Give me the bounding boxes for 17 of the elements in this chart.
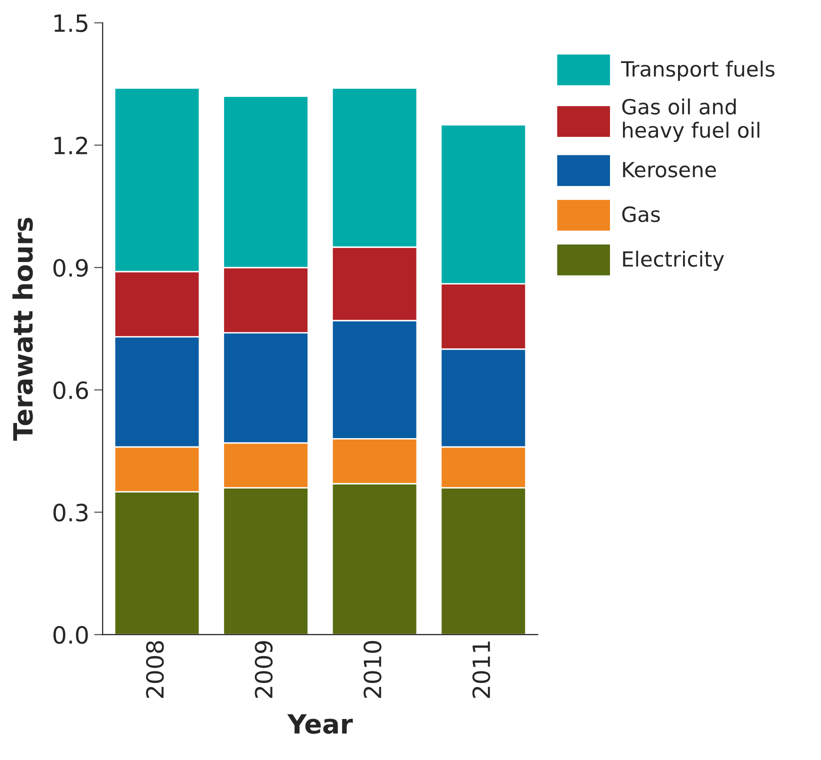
legend-label: Electricity <box>623 250 724 271</box>
legend-label: Gas <box>622 206 660 222</box>
x-axis-title: Year <box>287 714 353 734</box>
y-tick-label: 0.0 <box>53 626 88 644</box>
legend-label: Transport fuels <box>621 60 774 81</box>
x-tick-label: 2011 <box>472 642 490 698</box>
x-tick-label: 2009 <box>254 641 273 698</box>
y-tick-label: 1.2 <box>54 136 88 154</box>
y-tick-label: 1.5 <box>54 14 88 32</box>
x-tick-label: 2010 <box>364 641 382 698</box>
legend-label: Kerosene <box>623 162 716 178</box>
y-tick-label: 0.9 <box>53 258 88 277</box>
x-tick-label: 2008 <box>146 641 164 698</box>
legend-label: Gas oil and heavy fuel oil <box>622 98 760 142</box>
y-tick-label: 0.6 <box>53 381 88 400</box>
y-tick-label: 0.3 <box>53 504 88 522</box>
y-axis-title: Terawatt hours <box>12 218 33 441</box>
